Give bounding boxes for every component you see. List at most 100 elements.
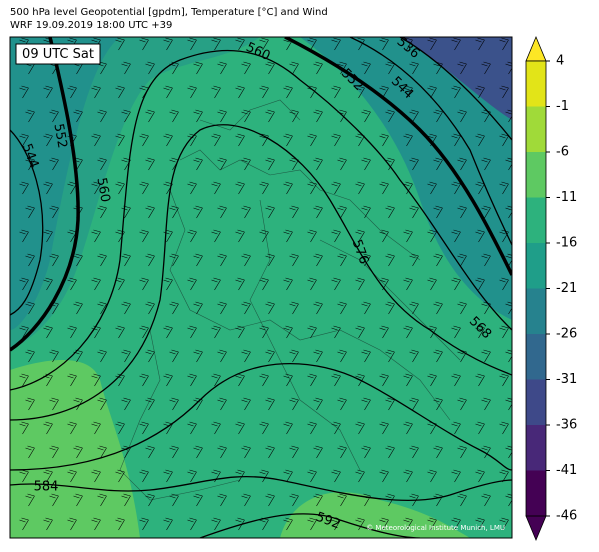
wind-barb: [499, 85, 509, 99]
wind-barb: [385, 157, 395, 171]
wind-barb: [313, 445, 323, 459]
wind-barb: [313, 301, 323, 315]
wind-barb: [163, 85, 173, 99]
wind-barb: [475, 421, 485, 435]
wind-barb: [499, 325, 509, 339]
wind-barb: [265, 349, 275, 363]
colorbar-tick-label: -36: [556, 418, 577, 433]
wind-barb: [91, 229, 101, 243]
wind-barb: [307, 469, 317, 483]
wind-barb: [379, 229, 389, 243]
wind-barb: [49, 157, 59, 171]
wind-barb: [259, 85, 269, 99]
wind-barb: [283, 277, 293, 291]
wind-barb: [361, 349, 371, 363]
wind-barb: [235, 85, 245, 99]
wind-barb: [361, 61, 371, 75]
colorbar-segment: [526, 425, 546, 471]
wind-barb: [187, 181, 197, 195]
wind-barb: [73, 445, 83, 459]
wind-barb: [211, 133, 221, 147]
wind-barb: [145, 349, 155, 363]
wind-barb: [91, 421, 101, 435]
wind-barb: [331, 325, 341, 339]
colorbar-tick-label: -41: [556, 463, 577, 478]
wind-barb: [25, 493, 35, 507]
wind-barb: [91, 469, 101, 483]
wind-barb: [361, 445, 371, 459]
wind-barb: [331, 373, 341, 387]
wind-barb: [385, 109, 395, 123]
title-line-2: WRF 19.09.2019 18:00 UTC +39: [10, 20, 172, 31]
contour-line: [10, 475, 512, 501]
wind-barb: [97, 109, 107, 123]
wind-barb: [409, 109, 419, 123]
wind-barb: [337, 301, 347, 315]
wind-barb: [19, 181, 29, 195]
wind-barb: [451, 325, 461, 339]
wind-barb: [217, 397, 227, 411]
wind-barb: [451, 277, 461, 291]
wind-barb: [169, 301, 179, 315]
wind-barb: [49, 349, 59, 363]
wind-barb: [307, 325, 317, 339]
wind-barb: [187, 277, 197, 291]
wind-barb: [379, 421, 389, 435]
wind-barb: [289, 109, 299, 123]
wind-barb: [475, 469, 485, 483]
wind-barb: [403, 517, 413, 531]
wind-barb: [187, 469, 197, 483]
wind-barb: [265, 301, 275, 315]
colorbar-segment: [526, 152, 546, 198]
wind-barb: [19, 277, 29, 291]
wind-barb: [115, 325, 125, 339]
wind-barb: [499, 277, 509, 291]
wind-barb: [25, 397, 35, 411]
wind-barb: [427, 37, 437, 51]
wind-barb: [433, 349, 443, 363]
wind-barb: [43, 517, 53, 531]
country-borders: [119, 99, 461, 501]
wind-barb: [91, 517, 101, 531]
wind-barb: [481, 157, 491, 171]
wind-barb: [289, 61, 299, 75]
wind-barb: [331, 229, 341, 243]
wind-barb: [241, 61, 251, 75]
wind-barb: [433, 205, 443, 219]
wind-barb: [283, 373, 293, 387]
wind-barb: [499, 373, 509, 387]
wind-barb: [235, 37, 245, 51]
wind-barb: [409, 157, 419, 171]
wind-barb: [283, 133, 293, 147]
wind-barb: [331, 85, 341, 99]
colorbar-segment: [526, 197, 546, 243]
wind-barb: [283, 421, 293, 435]
wind-barb: [433, 157, 443, 171]
wind-barb: [337, 349, 347, 363]
wind-barb: [67, 421, 77, 435]
wind-barb: [385, 349, 395, 363]
wind-barb: [385, 493, 395, 507]
wind-barb: [475, 277, 485, 291]
colorbar-segment: [526, 106, 546, 152]
wind-barb: [457, 109, 467, 123]
wind-barb: [217, 61, 227, 75]
wind-barb: [337, 157, 347, 171]
wind-barb: [283, 85, 293, 99]
wind-barb: [115, 85, 125, 99]
wind-barb: [235, 373, 245, 387]
wind-barb: [403, 277, 413, 291]
wind-barb: [499, 37, 509, 51]
wind-barb: [283, 517, 293, 531]
wind-barb: [427, 517, 437, 531]
wind-barb: [265, 397, 275, 411]
wind-barb: [97, 205, 107, 219]
wind-barb: [217, 205, 227, 219]
wind-barb: [217, 301, 227, 315]
wind-barb: [313, 61, 323, 75]
wind-barb: [451, 85, 461, 99]
wind-barb: [25, 109, 35, 123]
wind-barb: [403, 469, 413, 483]
wind-barb: [193, 109, 203, 123]
